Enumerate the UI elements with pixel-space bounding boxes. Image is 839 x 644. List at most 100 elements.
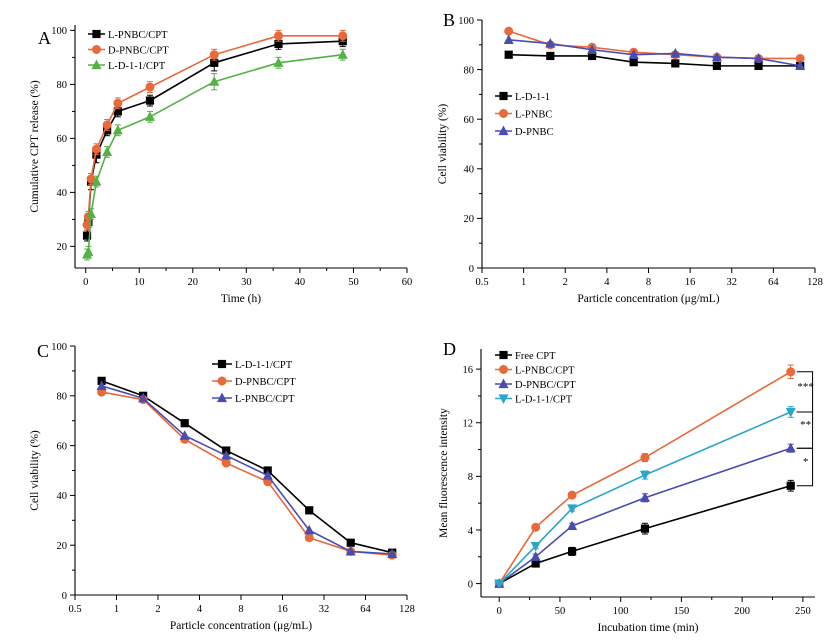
data-point (82, 231, 92, 240)
y-axis-label: Cumulative CPT release (%) (29, 80, 41, 212)
x-tick-label: 0 (83, 277, 88, 288)
data-point (345, 545, 356, 556)
x-tick-label: 128 (807, 277, 823, 288)
data-point (504, 50, 513, 59)
legend-label: L-PNBC/CPT (235, 394, 295, 405)
legend-marker (499, 109, 508, 118)
y-tick-label: 60 (464, 115, 475, 126)
data-point (531, 559, 540, 568)
legend-marker (92, 45, 101, 54)
series-l-d-1-1 (504, 50, 805, 70)
x-tick-label: 16 (277, 604, 288, 615)
x-tick-label: 0.5 (475, 277, 488, 288)
x-tick-label: 50 (348, 277, 359, 288)
series-d-pnbc-cpt (82, 29, 348, 231)
data-point (91, 176, 102, 186)
series-line (508, 53, 801, 67)
x-tick-label: 60 (402, 277, 413, 288)
x-tick-label: 8 (646, 277, 651, 288)
legend-label: Free CPT (515, 351, 556, 362)
legend-marker (499, 350, 508, 360)
panel-letter: B (443, 10, 455, 30)
y-axis-label: Cell viability (%) (437, 104, 449, 185)
x-tick-label: 32 (727, 277, 738, 288)
data-point (338, 31, 348, 41)
data-point (670, 48, 681, 58)
y-tick-label: 0 (62, 591, 67, 602)
panel-letter: C (37, 341, 49, 361)
x-axis-label: Time (h) (221, 293, 261, 305)
data-point (567, 490, 577, 500)
y-tick-label: 0 (469, 264, 474, 275)
legend-label: D-PNBC/CPT (108, 45, 169, 56)
chart-panel-d: 0 50 100 150 200 250 0 4 8 12 16 Incubation time (m… (438, 339, 815, 634)
data-point (346, 538, 355, 547)
data-point (785, 407, 796, 418)
series-d-pnbc (503, 34, 806, 70)
x-tick-label: 0.5 (68, 604, 81, 615)
series-line (86, 53, 343, 255)
x-tick-label: 30 (241, 277, 252, 288)
data-point (754, 61, 763, 70)
legend-label: L-PNBC/CPT (108, 30, 168, 41)
data-point (91, 144, 101, 154)
legend-marker (499, 365, 508, 374)
legend-marker (217, 359, 227, 369)
data-point (753, 52, 764, 63)
data-point (221, 450, 232, 460)
legend-marker (498, 378, 509, 389)
data-point (785, 442, 796, 453)
y-tick-label: 40 (57, 188, 68, 199)
data-point (83, 246, 94, 256)
series-line (508, 39, 801, 67)
y-tick-label: 60 (57, 441, 68, 452)
data-point (567, 520, 578, 531)
data-point (587, 44, 598, 54)
x-tick-label: 16 (685, 277, 696, 288)
series-d-pnbc-cpt (97, 387, 397, 560)
legend-label: L-D-1-1/CPT (235, 360, 293, 371)
legend-marker (92, 29, 101, 39)
data-point (337, 49, 348, 59)
x-tick-label: 100 (613, 606, 629, 617)
panel-letter: D (443, 339, 456, 359)
chart-panel-a: 0 10 20 30 40 50 60 20 40 60 80 100 Time (h) Cumulati… (29, 25, 412, 305)
panel-letter: A (38, 28, 51, 48)
chart-panel-b: 0.5 1 2 4 8 16 32 64 128 0 20 40 60 80 100 Particle con… (437, 10, 823, 305)
legend-label: D-PNBC/CPT (235, 377, 296, 388)
legend-marker (216, 392, 228, 403)
legend-label: L-PNBC/CPT (515, 365, 575, 376)
x-axis-label: Particle concentration (μg/mL) (577, 293, 719, 305)
data-point (262, 470, 273, 480)
data-point (545, 38, 556, 48)
legend-label: L-PNBC (515, 109, 552, 120)
data-point (304, 533, 314, 543)
y-tick-label: 0 (468, 579, 473, 590)
data-point (640, 524, 650, 533)
data-point (273, 31, 283, 41)
data-point (305, 506, 314, 515)
data-point (209, 76, 220, 86)
legend-label: L-D-1-1/CPT (108, 61, 166, 72)
y-tick-label: 60 (57, 134, 68, 145)
y-tick-label: 80 (57, 80, 68, 91)
legend-label: L-D-1-1/CPT (515, 394, 573, 405)
x-tick-label: 50 (555, 606, 566, 617)
x-tick-label: 32 (319, 604, 330, 615)
x-tick-label: 64 (360, 604, 371, 615)
significance-label: * (803, 456, 809, 468)
y-tick-label: 100 (51, 342, 67, 353)
legend-label: L-D-1-1 (515, 92, 550, 103)
data-point (786, 481, 795, 490)
data-point (209, 50, 219, 60)
y-tick-label: 4 (468, 526, 474, 537)
x-tick-label: 10 (134, 277, 145, 288)
y-tick-label: 100 (51, 26, 67, 37)
data-point (96, 380, 107, 390)
data-point (221, 458, 231, 468)
significance-label: ** (800, 419, 811, 431)
x-tick-label: 64 (768, 277, 779, 288)
y-tick-label: 8 (468, 472, 473, 483)
y-axis-label: Mean fluorescence intensity (438, 408, 450, 538)
